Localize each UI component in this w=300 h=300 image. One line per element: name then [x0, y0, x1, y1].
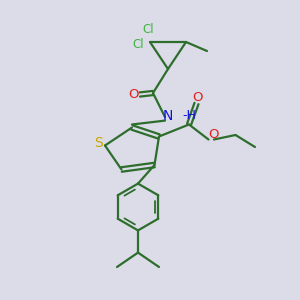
Text: O: O: [128, 88, 138, 101]
Text: Cl: Cl: [143, 23, 154, 36]
Text: O: O: [192, 91, 202, 104]
Text: -H: -H: [182, 109, 196, 122]
Text: O: O: [208, 128, 218, 141]
Text: S: S: [94, 136, 103, 150]
Text: N: N: [162, 109, 172, 123]
Text: Cl: Cl: [132, 38, 144, 51]
